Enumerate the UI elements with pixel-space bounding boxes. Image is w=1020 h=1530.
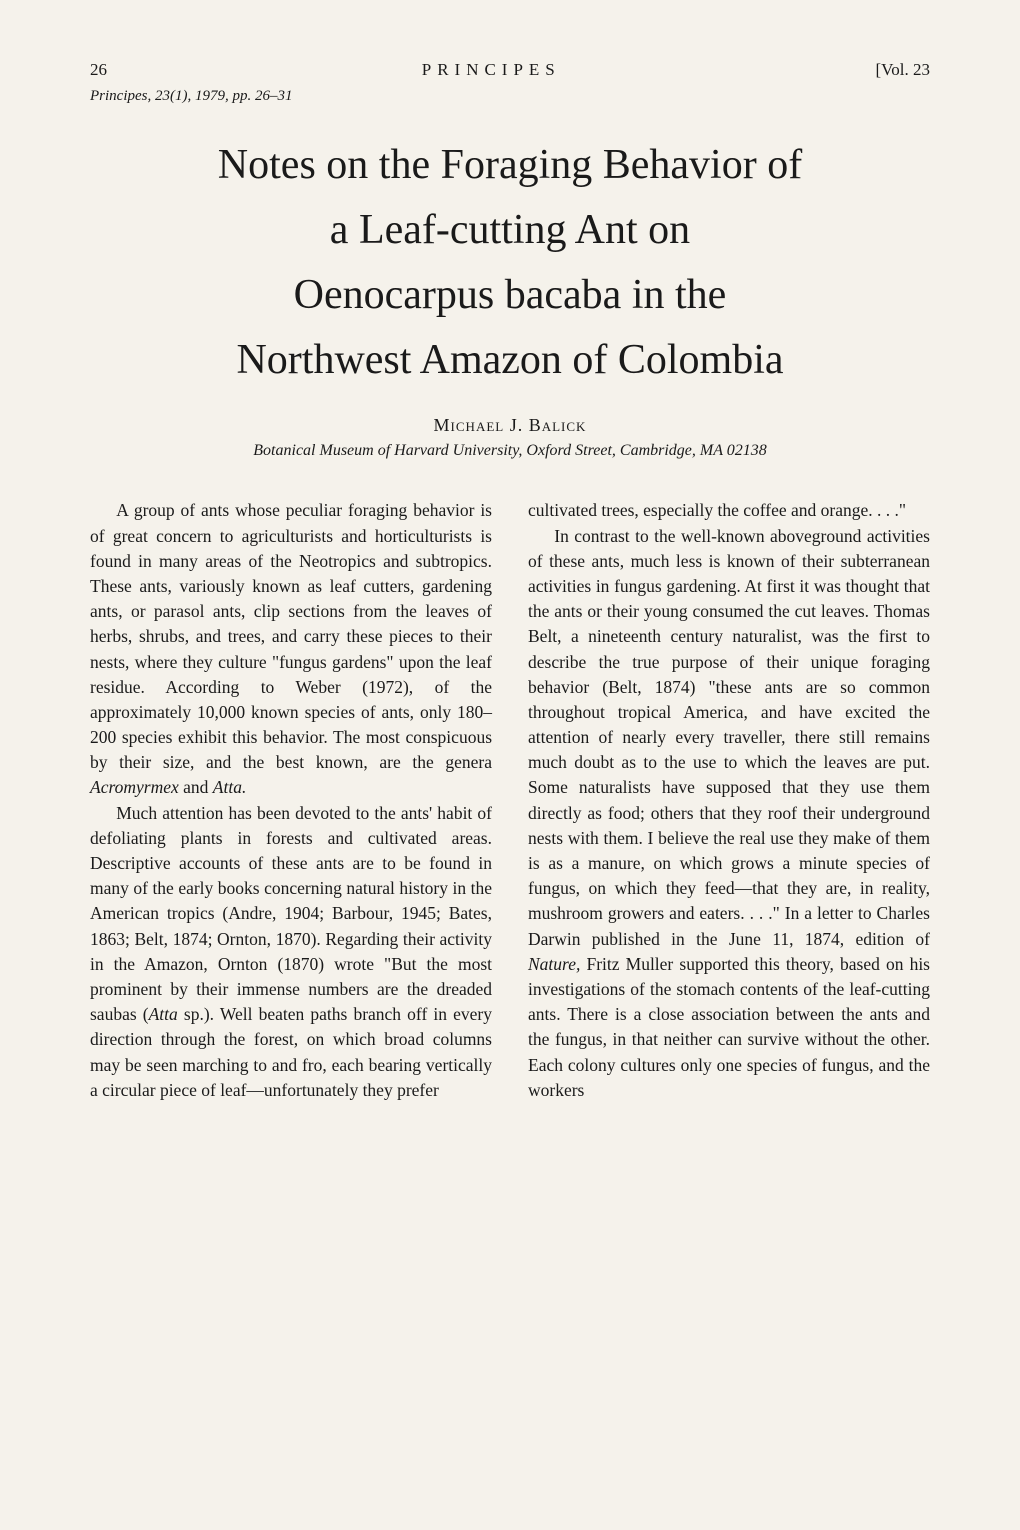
title-line: Oenocarpus bacaba in the (294, 272, 727, 318)
author-affiliation: Botanical Museum of Harvard University, … (90, 442, 930, 460)
left-column: A group of ants whose peculiar foraging … (90, 498, 492, 1103)
title-line: Northwest Amazon of Colombia (236, 337, 783, 383)
title-line: a Leaf-cutting Ant on (330, 207, 690, 253)
paragraph: cultivated trees, especially the coffee … (528, 498, 930, 523)
page-header: 26 PRINCIPES [Vol. 23 (90, 60, 930, 80)
journal-name: PRINCIPES (422, 60, 561, 80)
text-run: In contrast to the well-known abovegroun… (528, 526, 930, 949)
text-run: and (179, 777, 213, 797)
text-run: Much attention has been devoted to the a… (90, 803, 492, 1025)
citation: Principes, 23(1), 1979, pp. 26–31 (90, 88, 930, 105)
article-title: Notes on the Foraging Behavior of a Leaf… (90, 133, 930, 393)
italic-text: Nature, (528, 954, 580, 974)
volume-label: [Vol. 23 (876, 60, 930, 80)
paragraph: In contrast to the well-known abovegroun… (528, 524, 930, 1103)
page-number: 26 (90, 60, 107, 80)
italic-text: Atta (149, 1004, 178, 1024)
text-run: A group of ants whose peculiar foraging … (90, 500, 492, 772)
text-run: Fritz Muller supported this theory, base… (528, 954, 930, 1100)
title-line: Notes on the Foraging Behavior of (218, 142, 802, 188)
author-name: Michael J. Balick (90, 415, 930, 436)
right-column: cultivated trees, especially the coffee … (528, 498, 930, 1103)
paragraph: A group of ants whose peculiar foraging … (90, 498, 492, 800)
italic-text: Acromyrmex (90, 777, 179, 797)
italic-text: Atta. (213, 777, 247, 797)
body-columns: A group of ants whose peculiar foraging … (90, 498, 930, 1103)
paragraph: Much attention has been devoted to the a… (90, 801, 492, 1103)
